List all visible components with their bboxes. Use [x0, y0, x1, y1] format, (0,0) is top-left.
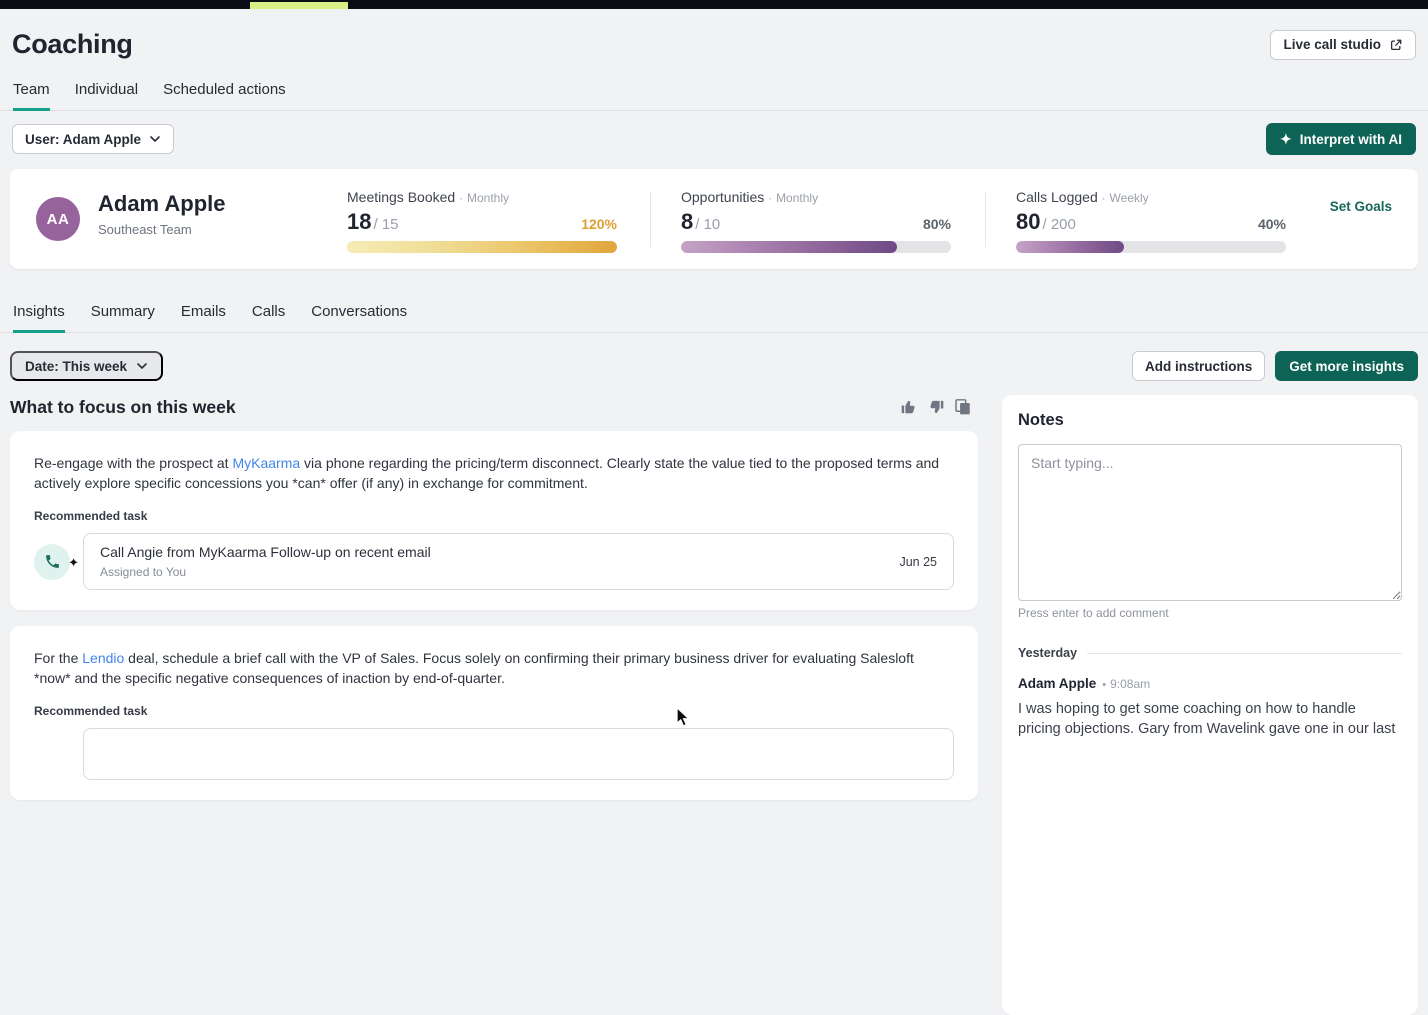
tab-scheduled-actions[interactable]: Scheduled actions [163, 81, 286, 98]
metric-goal: / 200 [1042, 216, 1076, 233]
comment-time: 9:08am [1110, 677, 1151, 691]
comment-text: I was hoping to get some coaching on how… [1018, 701, 1396, 737]
progress-bar [681, 241, 951, 253]
rep-name: Adam Apple [98, 191, 226, 216]
day-divider-line [1087, 652, 1402, 654]
notes-helper-text: Press enter to add comment [1018, 606, 1169, 620]
tab-insights[interactable]: Insights [13, 295, 65, 333]
date-filter-label: Date: This week [25, 358, 128, 374]
avatar: AA [36, 197, 80, 241]
progress-fill [1016, 241, 1124, 253]
task-title: Call Angie from MyKaarma [100, 544, 267, 560]
tab-summary[interactable]: Summary [90, 303, 155, 320]
notes-column: Notes Press enter to add comment Yesterd… [1002, 395, 1418, 1015]
metric-value: 18 [347, 209, 372, 234]
interpret-with-ai-button[interactable]: ✦ Interpret with AI [1266, 123, 1416, 155]
metric-divider [985, 191, 986, 247]
live-call-studio-button[interactable]: Live call studio [1270, 29, 1416, 60]
rep-summary-card: AA Adam Apple Southeast Team Meetings Bo… [10, 169, 1418, 269]
insight-text: Re-engage with the prospect at MyKaarma … [34, 455, 940, 491]
metric-percent: 40% [1257, 216, 1286, 232]
metric-value: 80 [1016, 209, 1041, 234]
metric-divider [650, 191, 651, 247]
main-content: What to focus on this week Re-engage wit… [0, 381, 1428, 1015]
comment-author: Adam Apple [1018, 676, 1097, 691]
tab-conversations[interactable]: Conversations [311, 303, 408, 320]
tab-calls[interactable]: Calls [251, 303, 286, 320]
sparkle-icon: ✦ [1280, 131, 1292, 147]
notes-input[interactable] [1018, 444, 1402, 601]
progress-fill [681, 241, 897, 253]
browser-top-strip [0, 0, 1428, 9]
set-goals-link[interactable]: Set Goals [1329, 199, 1392, 214]
get-more-insights-button[interactable]: Get more insights [1275, 351, 1418, 381]
thumbs-up-icon[interactable] [900, 398, 918, 416]
progress-fill [347, 241, 617, 253]
metric-percent: 120% [581, 216, 617, 232]
phone-icon [34, 543, 70, 580]
browser-tab-highlight [250, 2, 348, 9]
tab-emails[interactable]: Emails [180, 303, 226, 320]
thumbs-down-icon[interactable] [927, 398, 945, 416]
filter-row: User: Adam Apple ✦ Interpret with AI [0, 111, 1428, 169]
metric-calls-logged: Calls Logged · Weekly 80/ 200 40% [1016, 189, 1286, 253]
recommended-task-label: Recommended task [34, 509, 148, 523]
tab-team[interactable]: Team [13, 73, 50, 111]
day-divider-label: Yesterday [1018, 646, 1078, 660]
notes-title: Notes [1018, 411, 1064, 429]
metric-opportunities: Opportunities · Monthly 8/ 10 80% [681, 189, 951, 253]
metric-percent: 80% [922, 216, 951, 232]
metric-period: Monthly [466, 191, 509, 205]
account-link-lendio[interactable]: Lendio [82, 650, 125, 666]
metric-goal: / 10 [695, 216, 721, 233]
progress-bar [1016, 241, 1286, 253]
metric-period: Monthly [776, 191, 819, 205]
metric-separator: · [459, 191, 464, 205]
add-instructions-button[interactable]: Add instructions [1131, 351, 1266, 381]
user-filter-label: User: Adam Apple [25, 131, 142, 147]
rep-team: Southeast Team [98, 222, 192, 237]
insight-card-2: For the Lendio deal, schedule a brief ca… [10, 626, 978, 800]
task-assignee: Assigned to You [100, 565, 187, 579]
comment: Adam Apple • 9:08am I was hoping to get so… [1018, 676, 1402, 739]
live-call-studio-label: Live call studio [1283, 37, 1381, 52]
date-filter-dropdown[interactable]: Date: This week [10, 351, 164, 381]
insights-toolbar: Date: This week Add instructions Get mor… [0, 333, 1428, 381]
task-due-date: Jun 25 [899, 554, 937, 569]
notes-panel: Notes Press enter to add comment Yesterd… [1002, 395, 1418, 1015]
comment-separator: • [1102, 679, 1107, 691]
task-card[interactable]: Call Angie from MyKaarma Follow-up on re… [83, 533, 954, 590]
focus-column: What to focus on this week Re-engage wit… [10, 395, 978, 800]
metric-period: Weekly [1109, 191, 1149, 205]
metric-label: Calls Logged [1016, 189, 1098, 205]
focus-heading: What to focus on this week [10, 396, 236, 417]
metric-value: 8 [681, 209, 694, 234]
tab-individual[interactable]: Individual [74, 81, 139, 98]
rep-identity: Adam Apple Southeast Team [98, 191, 226, 237]
interpret-with-ai-label: Interpret with AI [1299, 131, 1402, 147]
metric-separator: · [768, 191, 773, 205]
metric-goal: / 15 [373, 216, 399, 233]
metric-meetings-booked: Meetings Booked · Monthly 18/ 15 120% [347, 189, 617, 253]
metric-label: Meetings Booked [347, 189, 456, 205]
page-title: Coaching [12, 29, 133, 59]
recommended-task-label: Recommended task [34, 704, 148, 718]
ai-sparkle-icon: ✦ [68, 554, 79, 570]
copy-icon[interactable] [954, 398, 972, 416]
primary-tabs: Team Individual Scheduled actions [0, 73, 1428, 111]
progress-bar [347, 241, 617, 253]
insight-text: For the Lendio deal, schedule a brief ca… [34, 650, 914, 686]
task-subtitle: Follow-up on recent email [266, 544, 431, 560]
account-link-mykaarma[interactable]: MyKaarma [232, 455, 301, 471]
user-filter-dropdown[interactable]: User: Adam Apple [12, 124, 175, 154]
insight-card-1: Re-engage with the prospect at MyKaarma … [10, 431, 978, 610]
chevron-down-icon [136, 360, 148, 372]
metric-separator: · [1101, 191, 1106, 205]
page-header: Coaching Live call studio [0, 9, 1428, 60]
metric-label: Opportunities [681, 189, 765, 205]
secondary-tabs: Insights Summary Emails Calls Conversati… [0, 295, 1428, 333]
external-link-icon [1389, 38, 1403, 52]
chevron-down-icon [149, 133, 161, 145]
